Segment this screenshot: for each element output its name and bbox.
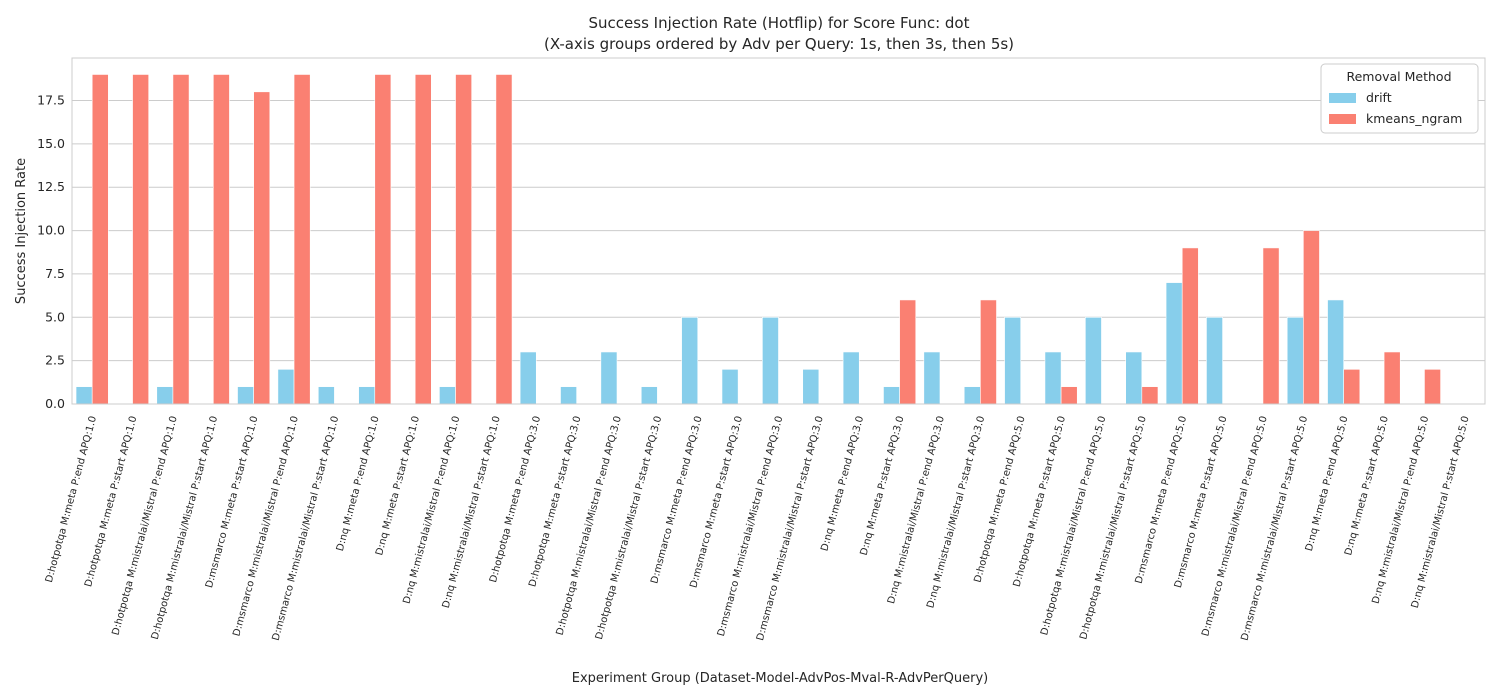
bar-kmeans-ngram — [293, 74, 311, 405]
bar-kmeans-ngram — [1343, 369, 1361, 405]
y-tick-label: 0.0 — [45, 396, 65, 411]
bar-drift — [156, 386, 174, 405]
legend-box — [1320, 63, 1479, 134]
bar-kmeans-ngram — [980, 299, 997, 405]
x-tick-label: D:nq M:meta P:start APQ:1.0 — [374, 415, 422, 557]
bar-drift — [802, 369, 820, 405]
legend-swatch-drift — [1329, 93, 1356, 103]
bar-drift — [681, 316, 699, 405]
bar-kmeans-ngram — [1383, 351, 1401, 405]
bar-drift — [721, 369, 739, 405]
y-tick-label: 2.5 — [45, 353, 65, 368]
bar-kmeans-ngram — [213, 74, 230, 405]
bar-kmeans-ngram — [495, 74, 513, 405]
legend: Removal Method drift kmeans_ngram — [1320, 63, 1479, 134]
x-tick-labels: D:hotpotqa M:meta P:end APQ:1.0D:hotpotq… — [44, 415, 1472, 642]
legend-swatch-kmeans-ngram — [1329, 114, 1356, 124]
bar-drift — [1085, 316, 1102, 405]
legend-label-kmeans-ngram: kmeans_ngram — [1366, 111, 1462, 126]
bar-kmeans-ngram — [1424, 369, 1441, 405]
y-tick-label: 10.0 — [37, 223, 65, 238]
bars — [75, 74, 1441, 405]
bar-kmeans-ngram — [1141, 386, 1159, 405]
bar-drift — [923, 351, 941, 405]
bar-drift — [1206, 316, 1223, 405]
bar-drift — [237, 386, 254, 405]
y-tick-labels: 0.0 2.5 5.0 7.5 10.0 12.5 15.0 17.5 — [37, 92, 65, 411]
bar-drift — [963, 386, 981, 405]
bar-drift — [1004, 316, 1022, 405]
bar-drift — [519, 351, 537, 405]
x-tick-label: D:nq M:meta P:start APQ:3.0 — [859, 415, 907, 557]
y-tick-label: 17.5 — [37, 92, 65, 107]
bar-kmeans-ngram — [1262, 247, 1280, 405]
y-tick-label: 15.0 — [37, 136, 65, 151]
bar-kmeans-ngram — [132, 74, 150, 405]
plot-border — [71, 57, 1486, 405]
bar-kmeans-ngram — [172, 74, 190, 405]
bar-kmeans-ngram — [455, 74, 472, 405]
bar-drift — [842, 351, 860, 405]
x-tick-label: D:nq M:meta P:end APQ:5.0 — [1304, 415, 1351, 553]
y-tick-label: 5.0 — [45, 309, 65, 324]
x-tick-label: D:nq M:meta P:end APQ:3.0 — [819, 415, 866, 553]
chart-title: Success Injection Rate (Hotflip) for Sco… — [589, 14, 970, 32]
bar-drift — [439, 386, 456, 405]
bar-drift — [317, 386, 335, 405]
y-tick-label: 7.5 — [45, 266, 65, 281]
chart-subtitle: (X-axis groups ordered by Adv per Query:… — [544, 35, 1014, 53]
bar-drift — [1165, 282, 1183, 405]
x-tick-label: D:nq M:meta P:end APQ:1.0 — [335, 415, 382, 553]
bar-drift — [762, 316, 779, 405]
bar-drift — [75, 386, 93, 405]
bar-drift — [1286, 316, 1304, 405]
x-tick-label: D:nq M:meta P:start APQ:5.0 — [1343, 415, 1391, 557]
bar-drift — [883, 386, 900, 405]
bar-kmeans-ngram — [414, 74, 432, 405]
x-axis-label: Experiment Group (Dataset-Model-AdvPos-M… — [572, 671, 988, 686]
bar-drift — [640, 386, 658, 405]
plot-frame — [71, 57, 1486, 405]
bar-kmeans-ngram — [1060, 386, 1078, 405]
bar-drift — [560, 386, 577, 405]
bar-kmeans-ngram — [1303, 230, 1320, 405]
legend-label-drift: drift — [1366, 90, 1392, 105]
bar-kmeans-ngram — [253, 91, 271, 405]
y-axis-label: Success Injection Rate — [14, 158, 29, 304]
bar-drift — [1327, 299, 1344, 405]
bar-kmeans-ngram — [374, 74, 392, 405]
bar-kmeans-ngram — [1181, 247, 1199, 405]
y-tick-label: 12.5 — [37, 179, 65, 194]
legend-title: Removal Method — [1346, 69, 1451, 84]
bar-drift — [1125, 351, 1143, 405]
bar-drift — [600, 351, 618, 405]
bar-drift — [1044, 351, 1062, 405]
bar-kmeans-ngram — [899, 299, 917, 405]
bar-kmeans-ngram — [91, 74, 109, 405]
bar-drift — [277, 369, 295, 405]
bar-drift — [358, 386, 376, 405]
